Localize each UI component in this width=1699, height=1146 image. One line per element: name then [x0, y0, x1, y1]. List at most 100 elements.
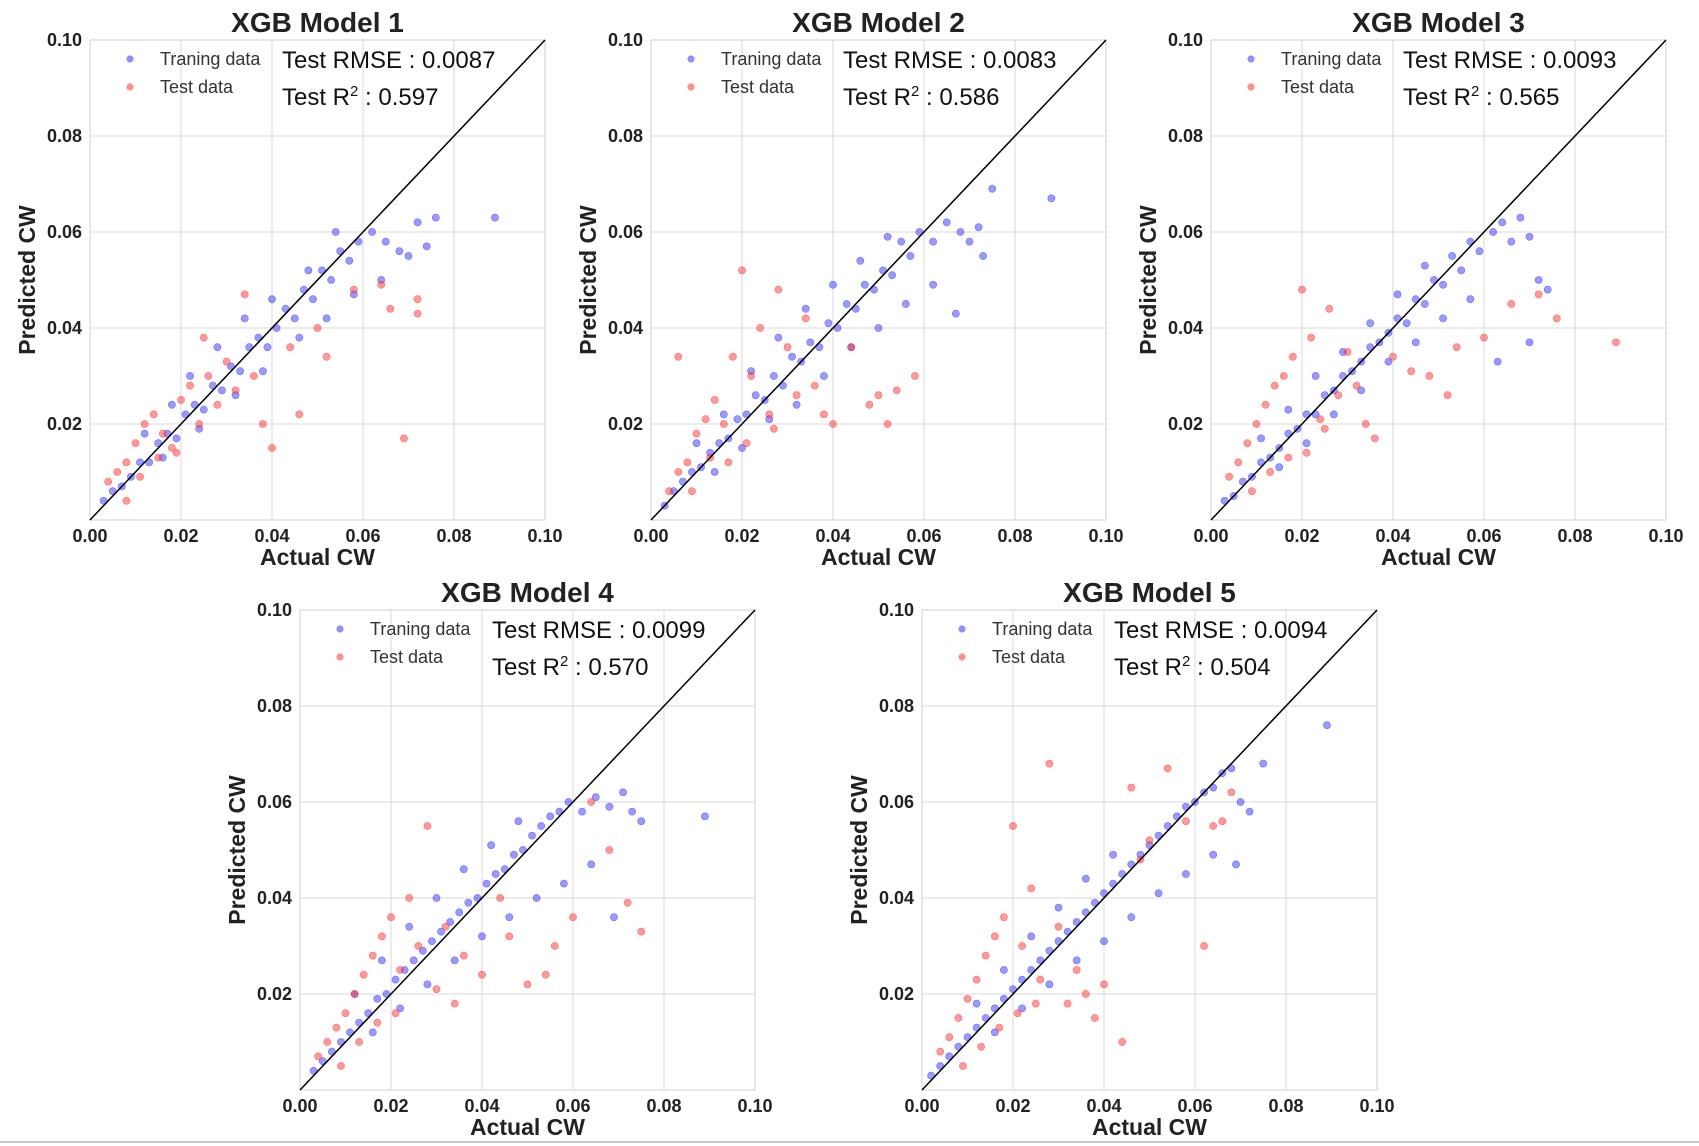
test-point [268, 444, 276, 452]
y-tick-label: 0.04 [608, 318, 643, 338]
test-point [847, 343, 856, 352]
training-point [1543, 285, 1552, 294]
identity-line [921, 609, 1378, 1091]
training-point [258, 367, 267, 376]
legend-label: Traning data [1281, 49, 1382, 69]
test-point [674, 352, 683, 361]
training-point [733, 415, 742, 424]
training-point [965, 237, 974, 246]
test-point [413, 295, 422, 304]
test-point [541, 970, 550, 979]
x-tick-label: 0.02 [995, 1096, 1030, 1116]
legend-marker [687, 83, 695, 91]
chart-title: XGB Model 4 [441, 577, 614, 608]
training-point [619, 788, 627, 797]
test-point [249, 372, 258, 380]
training-point [464, 898, 473, 907]
test-point [1225, 472, 1234, 481]
test-point [295, 410, 304, 419]
test-point [874, 391, 883, 400]
test-point [368, 951, 377, 960]
test-point [990, 932, 999, 941]
test-point [154, 453, 163, 462]
training-point [1457, 266, 1466, 275]
test-point [450, 999, 459, 1008]
training-point [951, 309, 960, 318]
training-point [710, 468, 719, 476]
scatter-panel-4: 0.00 0.02 0.04 0.06 0.08 0.10 0.02 0.04 0.06 0.08… [224, 577, 773, 1140]
r2-value: : 0.597 [358, 84, 438, 111]
chart-title: XGB Model 5 [1063, 577, 1236, 608]
test-point [1081, 990, 1090, 998]
test-point [1352, 381, 1361, 390]
test-point [104, 477, 113, 486]
training-point [842, 300, 851, 308]
test-point [605, 846, 614, 854]
training-point [856, 256, 865, 265]
x-tick-label: 0.04 [1086, 1096, 1121, 1116]
plot-frame [89, 39, 546, 521]
identity-line [1210, 39, 1667, 521]
r2-value: : 0.570 [568, 654, 648, 681]
y-tick-label: 0.02 [1168, 414, 1203, 434]
test-point [1261, 400, 1270, 409]
training-point [1209, 850, 1218, 859]
test-point [131, 439, 140, 448]
test-point [1248, 487, 1256, 496]
training-point [327, 276, 336, 284]
test-point [1279, 372, 1288, 380]
plot-frame [650, 39, 1107, 521]
training-point [304, 266, 313, 275]
test-point [1013, 1009, 1022, 1018]
test-point [1252, 420, 1261, 428]
test-point [186, 381, 194, 390]
training-point [578, 807, 586, 816]
training-point [738, 444, 746, 452]
training-point [829, 280, 837, 289]
training-point [1323, 721, 1331, 730]
scatter-panel-1: 0.00 0.02 0.04 0.06 0.08 0.10 0.02 0.04 0.06 0.08… [14, 7, 563, 570]
test-point [1325, 304, 1334, 313]
test-point [323, 1038, 332, 1046]
training-point [788, 352, 796, 361]
training-point [692, 439, 701, 448]
training-point [322, 314, 331, 323]
legend-marker [958, 653, 966, 661]
x-tick-label: 0.02 [163, 526, 198, 546]
training-point [422, 242, 431, 251]
r2-annotation: Test R2 : 0.504 [1114, 653, 1270, 681]
x-tick-label: 0.00 [1193, 526, 1228, 546]
training-point [396, 1004, 404, 1013]
legend-marker [126, 83, 134, 91]
training-point [906, 252, 915, 260]
test-point [391, 1009, 400, 1018]
test-point [1127, 783, 1136, 792]
test-point [963, 994, 972, 1003]
training-point [405, 922, 414, 931]
training-point [1489, 228, 1497, 236]
test-point [1200, 942, 1208, 950]
y-tick-label: 0.02 [879, 984, 914, 1004]
test-point [550, 942, 559, 950]
training-point [491, 870, 500, 878]
test-point [820, 410, 828, 419]
training-point [1236, 798, 1245, 806]
x-tick-label: 0.06 [1177, 1096, 1212, 1116]
training-point [368, 228, 376, 236]
training-point [1439, 280, 1447, 289]
test-point [314, 1052, 323, 1061]
legend-label: Traning data [160, 49, 261, 69]
training-point [929, 237, 937, 246]
x-tick-label: 0.06 [1466, 526, 1501, 546]
training-point [218, 386, 226, 395]
test-point [738, 266, 746, 275]
identity-line [89, 39, 546, 521]
x-tick-label: 0.04 [464, 1096, 499, 1116]
test-point [355, 1038, 364, 1046]
training-point [1329, 410, 1338, 419]
training-point [1516, 213, 1525, 222]
test-point [1343, 348, 1352, 356]
rmse-annotation: Test RMSE : 0.0099 [492, 617, 705, 644]
training-point [532, 894, 541, 902]
training-point [1411, 338, 1420, 347]
